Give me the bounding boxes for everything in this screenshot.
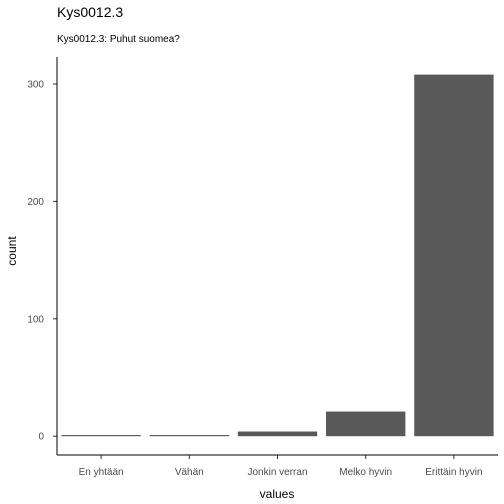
x-tick-label: Melko hyvin bbox=[339, 467, 392, 478]
y-tick-label: 100 bbox=[27, 314, 44, 325]
x-tick-label: Vähän bbox=[175, 467, 204, 478]
bar-1 bbox=[61, 435, 141, 437]
x-axis-ticks: En yhtään Vähän Jonkin verran Melko hyvin Er… bbox=[79, 455, 483, 478]
bar-4 bbox=[326, 411, 406, 437]
bar-3 bbox=[237, 431, 318, 437]
x-tick-label: Erittäin hyvin bbox=[425, 467, 482, 478]
bar-2 bbox=[149, 435, 229, 437]
x-tick-label: En yhtään bbox=[79, 467, 124, 478]
y-axis-title: count bbox=[5, 236, 19, 266]
chart-subtitle: Kys0012.3: Puhut suomea? bbox=[57, 34, 180, 45]
chart-title: Kys0012.3 bbox=[57, 4, 123, 20]
bars-group bbox=[61, 74, 494, 437]
y-tick-label: 200 bbox=[27, 197, 44, 208]
y-axis-ticks: 0 100 200 300 bbox=[27, 80, 57, 443]
y-tick-label: 0 bbox=[38, 432, 44, 443]
x-tick-label: Jonkin verran bbox=[247, 467, 307, 478]
x-axis-title: values bbox=[260, 487, 295, 501]
bar-5 bbox=[414, 74, 494, 437]
y-tick-label: 300 bbox=[27, 80, 44, 91]
